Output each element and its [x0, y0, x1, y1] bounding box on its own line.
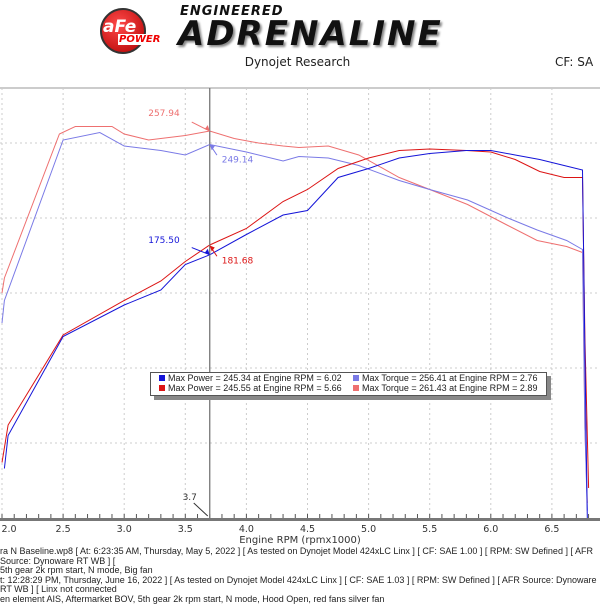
x-axis-label: Engine RPM (rpmx1000) — [0, 535, 600, 546]
legend-swatch — [353, 375, 359, 381]
run-info-1: ra N Baseline.wp8 [ At: 6:23:35 AM, Thur… — [0, 547, 600, 566]
x-tick-label: 2.5 — [56, 524, 71, 535]
series-line-1 — [2, 133, 587, 511]
legend-text: Max Power = 245.34 at Engine RPM = 6.02 — [168, 373, 342, 383]
run-info-footer: ra N Baseline.wp8 [ At: 6:23:35 AM, Thur… — [0, 547, 600, 604]
legend-text: Max Power = 245.55 at Engine RPM = 5.66 — [168, 383, 342, 393]
run-notes-2: en element AIS, Aftermarket BOV, 5th gea… — [0, 595, 600, 604]
x-tick-label: 5.5 — [422, 524, 437, 535]
x-tick-label: 6.0 — [483, 524, 498, 535]
legend-item: Max Torque = 261.43 at Engine RPM = 2.89 — [353, 383, 537, 393]
run-info-2: t: 12:28:29 PM, Thursday, June 16, 2022 … — [0, 576, 600, 595]
cursor-label: 3.7 — [183, 493, 197, 503]
legend-text: Max Torque = 256.41 at Engine RPM = 2.76 — [362, 373, 537, 383]
x-tick-label: 3.0 — [117, 524, 132, 535]
legend-swatch — [353, 385, 359, 391]
annotation-label: 249.14 — [222, 155, 254, 165]
series-line-2 — [2, 149, 589, 488]
annotation-arrowhead — [210, 245, 215, 251]
x-tick-label: 5.0 — [361, 524, 376, 535]
chart-legend: Max Power = 245.34 at Engine RPM = 6.02 … — [150, 372, 547, 396]
legend-item: Max Power = 245.34 at Engine RPM = 6.02 — [159, 373, 342, 383]
annotation-label: 181.68 — [222, 256, 254, 266]
x-axis-bar — [0, 518, 600, 521]
legend-item: Max Power = 245.55 at Engine RPM = 5.66 — [159, 383, 342, 393]
x-tick-label: 2.0 — [1, 524, 16, 535]
annotation-label: 257.94 — [148, 109, 180, 119]
x-tick-label: 3.5 — [178, 524, 193, 535]
x-tick-label: 6.5 — [544, 524, 559, 535]
legend-text: Max Torque = 261.43 at Engine RPM = 2.89 — [362, 383, 537, 393]
legend-swatch — [159, 375, 165, 381]
x-tick-label: 4.5 — [300, 524, 315, 535]
series-line-3 — [4, 151, 587, 519]
legend-item: Max Torque = 256.41 at Engine RPM = 2.76 — [353, 373, 537, 383]
legend-swatch — [159, 385, 165, 391]
annotation-label: 175.50 — [148, 236, 180, 246]
x-tick-label: 4.0 — [239, 524, 254, 535]
cursor-arrow — [194, 503, 208, 516]
series-line-0 — [2, 127, 587, 504]
